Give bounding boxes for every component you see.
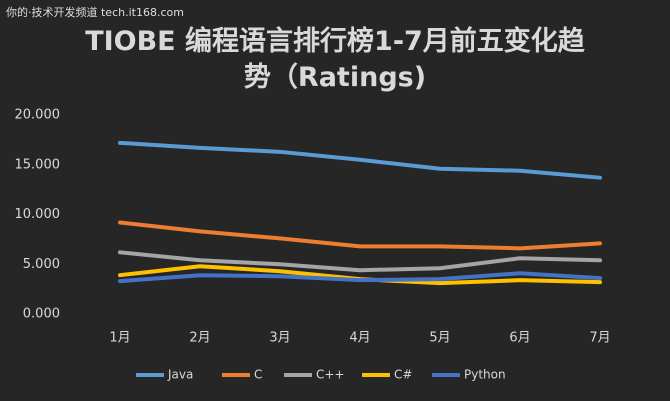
x-tick-label: 6月 bbox=[509, 331, 530, 346]
x-tick-label: 5月 bbox=[429, 331, 450, 346]
watermark: 你的·技术开发频道 tech.it168.com bbox=[6, 6, 184, 19]
series-line bbox=[118, 250, 602, 273]
y-tick-label: 0.000 bbox=[23, 307, 60, 322]
series-line bbox=[118, 220, 602, 251]
y-tick-label: 5.000 bbox=[23, 257, 60, 272]
x-tick-label: 2月 bbox=[189, 331, 210, 346]
y-tick-label: 10.000 bbox=[15, 207, 61, 222]
y-tick-label: 15.000 bbox=[15, 157, 61, 172]
legend-label: C# bbox=[394, 368, 412, 382]
series-line bbox=[118, 271, 602, 284]
x-tick-label: 3月 bbox=[269, 331, 290, 346]
legend-label: Java bbox=[167, 368, 193, 382]
y-tick-label: 20.000 bbox=[15, 108, 61, 123]
x-tick-label: 4月 bbox=[349, 331, 370, 346]
series-line bbox=[118, 140, 602, 180]
x-tick-label: 7月 bbox=[589, 331, 610, 346]
x-tick-label: 1月 bbox=[109, 331, 130, 346]
legend-label: C bbox=[254, 368, 262, 382]
chart-title: TIOBE 编程语言排行榜1-7月前五变化趋势（Ratings) bbox=[85, 26, 585, 93]
legend-label: Python bbox=[464, 368, 506, 382]
legend-label: C++ bbox=[316, 368, 345, 382]
